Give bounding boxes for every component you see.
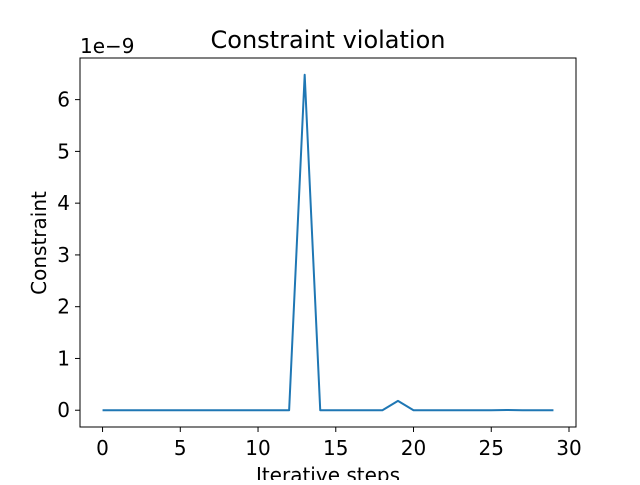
y-axis-multiplier: 1e−9 bbox=[80, 34, 135, 58]
chart-title: Constraint violation bbox=[211, 26, 446, 54]
y-tick-label: 2 bbox=[57, 295, 70, 319]
x-axis-label: Iterative steps bbox=[256, 463, 400, 480]
x-tick-label: 0 bbox=[96, 436, 109, 460]
y-tick-label: 4 bbox=[57, 191, 70, 215]
series-line bbox=[102, 73, 554, 412]
x-tick-label: 20 bbox=[401, 436, 426, 460]
x-tick-label: 10 bbox=[245, 436, 270, 460]
x-tick-label: 30 bbox=[556, 436, 581, 460]
x-tick-label: 15 bbox=[323, 436, 348, 460]
x-tick-label: 5 bbox=[174, 436, 187, 460]
y-tick-label: 5 bbox=[57, 139, 70, 163]
y-tick-label: 3 bbox=[57, 243, 70, 267]
y-tick-label: 1 bbox=[57, 346, 70, 370]
y-tick-label: 0 bbox=[57, 398, 70, 422]
x-tick-label: 25 bbox=[479, 436, 504, 460]
y-axis-label: Constraint bbox=[27, 191, 51, 295]
y-tick-label: 6 bbox=[57, 88, 70, 112]
plot-frame bbox=[79, 57, 577, 428]
